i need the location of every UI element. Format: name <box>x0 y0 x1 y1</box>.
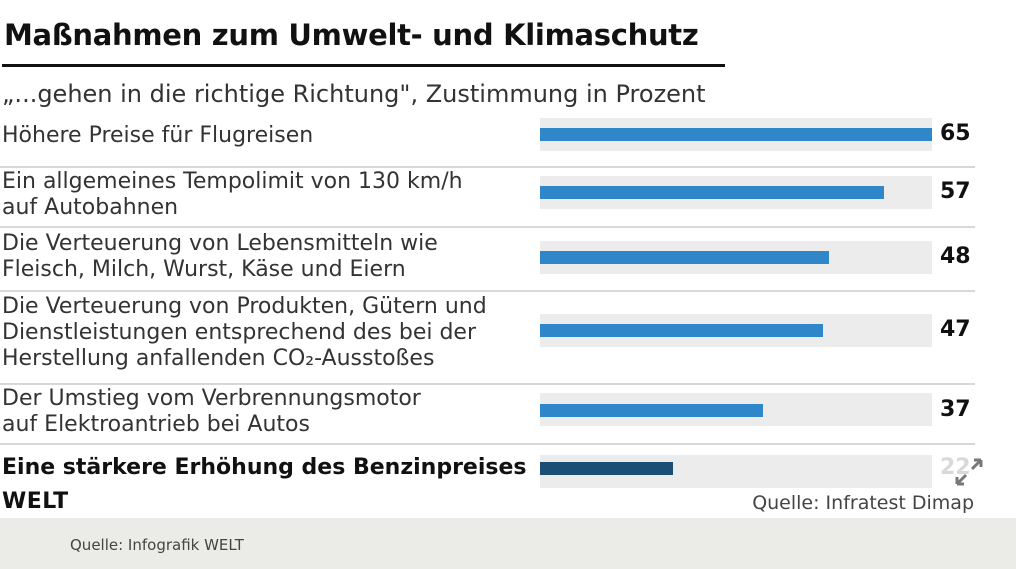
row-divider-2 <box>0 226 975 228</box>
bar-1 <box>540 128 932 141</box>
bar-label-4: Die Verteuerung von Produkten, Gütern un… <box>2 294 487 371</box>
row-divider-1 <box>0 166 975 168</box>
bar-2 <box>540 186 884 199</box>
footer-bar <box>0 518 1016 569</box>
bar-3 <box>540 251 829 264</box>
value-label-4: 47 <box>940 317 971 342</box>
chart-title: Maßnahmen zum Umwelt- und Klimaschutz <box>4 18 699 52</box>
row-divider-3 <box>0 290 975 292</box>
chart-subtitle: „...gehen in die richtige Richtung", Zus… <box>2 80 706 108</box>
expand-icon[interactable] <box>955 458 983 486</box>
title-divider <box>2 64 725 67</box>
bar-label-1: Höhere Preise für Flugreisen <box>2 123 314 148</box>
source-note: Quelle: Infratest Dimap <box>752 492 974 514</box>
bar-label-6: Eine stärkere Erhöhung des Benzinpreises <box>2 455 527 480</box>
value-label-2: 57 <box>940 179 971 204</box>
footer-caption: Quelle: Infografik WELT <box>70 536 244 554</box>
row-divider-4 <box>0 383 975 385</box>
bar-label-2: Ein allgemeines Tempolimit von 130 km/h … <box>2 169 463 220</box>
bar-6 <box>540 462 673 475</box>
bar-4 <box>540 324 823 337</box>
bar-label-5: Der Umstieg vom Verbrennungsmotor auf El… <box>2 386 421 437</box>
bar-label-3: Die Verteuerung von Lebensmitteln wie Fl… <box>2 231 438 282</box>
row-divider-5 <box>0 443 975 445</box>
bar-5 <box>540 404 763 417</box>
value-label-3: 48 <box>940 244 971 269</box>
welt-logo: WELT <box>2 489 69 514</box>
value-label-1: 65 <box>940 121 971 146</box>
value-label-5: 37 <box>940 397 971 422</box>
